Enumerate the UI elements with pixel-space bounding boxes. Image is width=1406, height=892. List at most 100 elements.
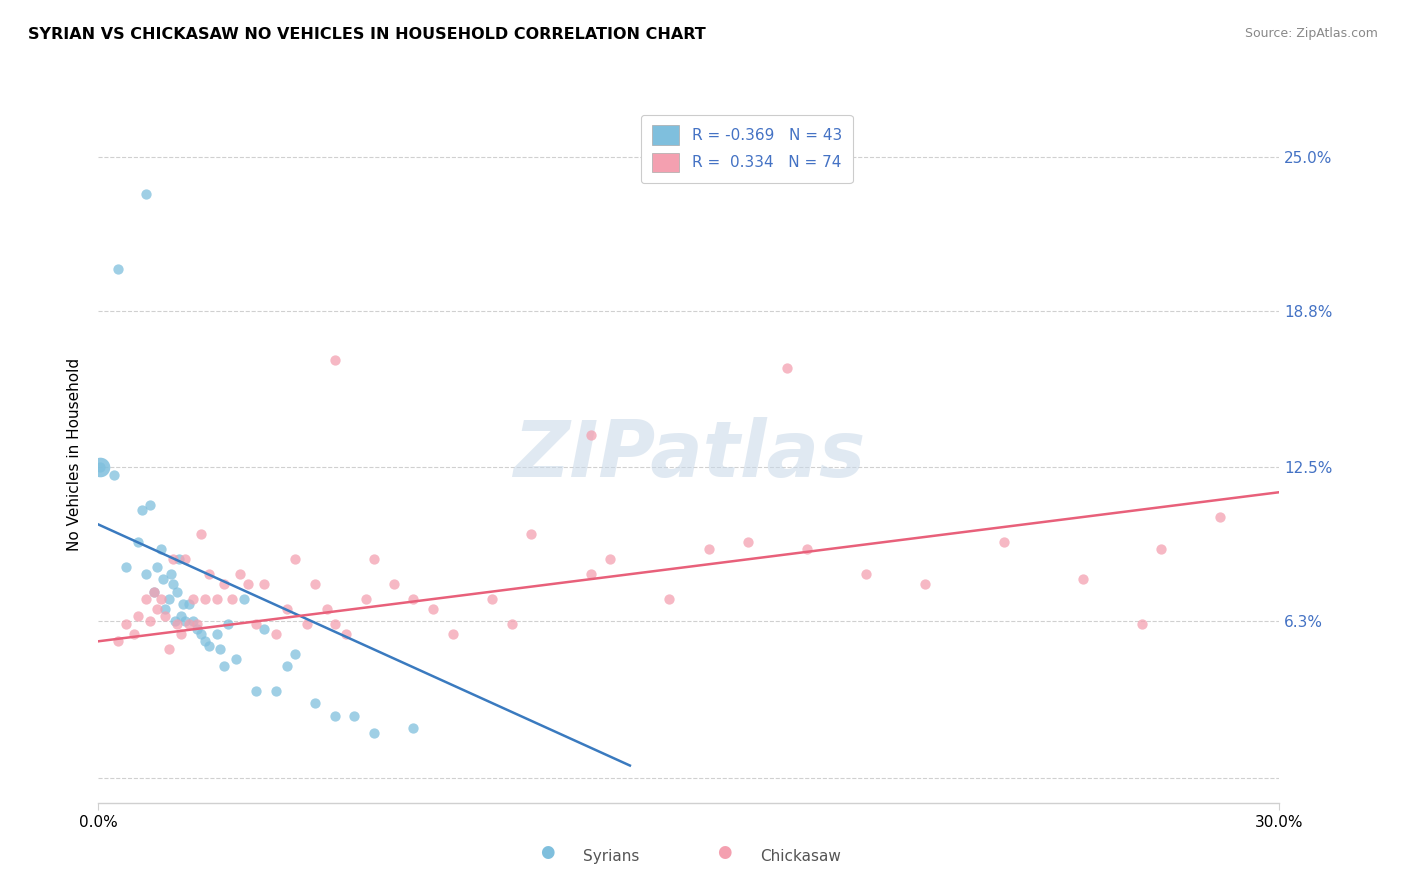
Point [186,622,208,636]
Point [382,577,405,591]
Point [422,602,444,616]
Point [197,639,219,653]
Text: SYRIAN VS CHICKASAW NO VEHICLES IN HOUSEHOLD CORRELATION CHART: SYRIAN VS CHICKASAW NO VEHICLES IN HOUSE… [28,27,706,42]
Point [138,498,160,512]
Point [253,622,276,636]
Point [481,592,503,607]
Point [354,592,377,607]
Point [914,577,936,591]
Point [295,616,318,631]
Point [737,535,759,549]
Point [855,567,877,582]
Point [170,609,193,624]
Point [115,559,138,574]
Point [284,552,307,566]
Point [157,592,180,607]
Point [214,659,236,673]
Point [225,651,247,665]
Point [501,616,523,631]
Point [304,577,326,591]
Point [107,634,129,648]
Point [520,527,543,541]
Text: Syrians: Syrians [582,849,638,863]
Point [697,542,720,557]
Point [135,592,157,607]
Point [127,535,149,549]
Point [89,460,111,475]
Point [186,616,208,631]
Point [162,577,184,591]
Text: ●: ● [540,843,555,861]
Point [441,627,464,641]
Point [276,659,298,673]
Point [776,361,799,376]
Point [245,684,267,698]
Point [152,572,174,586]
Point [1130,616,1153,631]
Point [205,592,228,607]
Point [155,602,177,616]
Legend: R = -0.369   N = 43, R =  0.334   N = 74: R = -0.369 N = 43, R = 0.334 N = 74 [641,115,852,183]
Text: ZIPatlas: ZIPatlas [513,417,865,493]
Point [304,697,326,711]
Point [170,627,193,641]
Point [276,602,298,616]
Point [194,592,217,607]
Point [599,552,621,566]
Point [167,552,190,566]
Point [127,609,149,624]
Point [221,592,243,607]
Point [343,708,366,723]
Point [160,567,183,582]
Y-axis label: No Vehicles in Household: No Vehicles in Household [67,359,83,551]
Point [1150,542,1173,557]
Point [197,567,219,582]
Point [172,597,194,611]
Point [142,584,165,599]
Point [323,708,346,723]
Point [264,684,287,698]
Point [150,592,173,607]
Point [323,616,346,631]
Text: ●: ● [717,843,733,861]
Point [115,616,138,631]
Point [194,634,217,648]
Point [402,721,425,735]
Point [103,467,125,482]
Point [142,584,165,599]
Point [284,647,307,661]
Point [264,627,287,641]
Point [181,615,204,629]
Point [146,559,169,574]
Point [214,577,236,591]
Point [135,187,157,202]
Point [89,460,111,475]
Text: Source: ZipAtlas.com: Source: ZipAtlas.com [1244,27,1378,40]
Point [205,627,228,641]
Point [993,535,1015,549]
Point [579,567,602,582]
Point [658,592,681,607]
Point [363,726,385,740]
Point [138,615,160,629]
Point [135,567,157,582]
Point [146,602,169,616]
Point [253,577,276,591]
Point [181,592,204,607]
Point [233,592,256,607]
Point [323,353,346,368]
Point [190,627,212,641]
Point [162,552,184,566]
Point [166,616,188,631]
Point [209,641,232,656]
Point [229,567,252,582]
Text: Chickasaw: Chickasaw [759,849,841,863]
Point [796,542,818,557]
Point [157,641,180,656]
Point [174,552,197,566]
Point [579,428,602,442]
Point [1209,510,1232,524]
Point [177,616,200,631]
Point [236,577,259,591]
Point [217,616,239,631]
